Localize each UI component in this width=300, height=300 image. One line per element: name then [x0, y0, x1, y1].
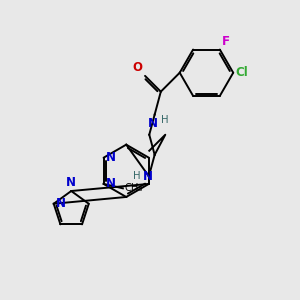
Text: Cl: Cl	[236, 66, 248, 79]
Text: N: N	[106, 177, 116, 190]
Text: N: N	[56, 197, 66, 210]
Text: N: N	[66, 176, 76, 189]
Text: N: N	[148, 117, 158, 130]
Text: N: N	[106, 151, 116, 164]
Text: F: F	[222, 35, 230, 48]
Text: N: N	[142, 170, 152, 183]
Text: CH₃: CH₃	[124, 183, 142, 193]
Text: H: H	[133, 171, 141, 181]
Text: H: H	[161, 115, 169, 125]
Text: O: O	[133, 61, 143, 74]
